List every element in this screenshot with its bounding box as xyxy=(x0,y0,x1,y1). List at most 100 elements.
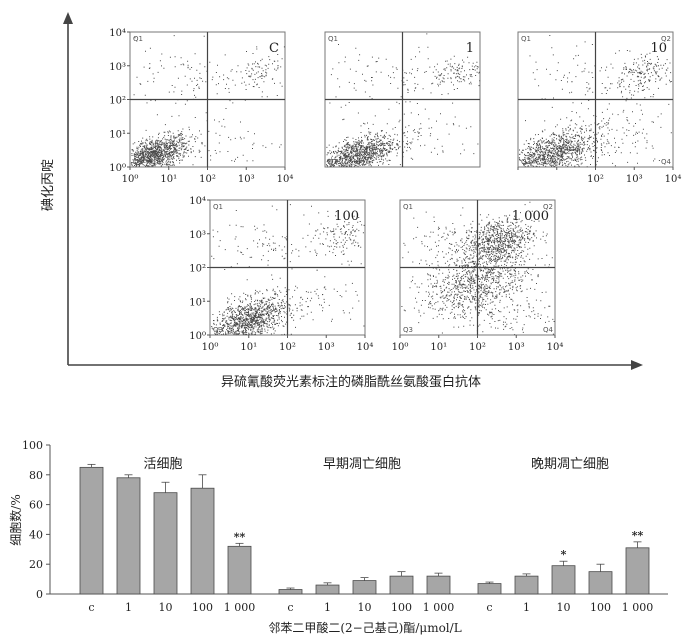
bar xyxy=(190,487,215,595)
quadrant-label: Q4 xyxy=(661,158,672,166)
flow-x-tick-label: 10⁴ xyxy=(665,174,682,185)
flow-x-tick-label: 10⁴ xyxy=(357,342,374,353)
flow-x-tick-label: 10⁰ xyxy=(122,174,139,185)
significance-marker: ** xyxy=(632,529,644,542)
flow-y-tick-label: 10⁴ xyxy=(189,196,206,207)
flow-y-axis-label: 碘化丙啶 xyxy=(41,159,56,211)
bar xyxy=(153,492,178,595)
quadrant-label: Q3 xyxy=(328,158,338,166)
quadrant-label: Q3 xyxy=(133,158,143,166)
flow-y-tick-label: 10⁰ xyxy=(109,163,126,174)
bar-y-tick-label: 0 xyxy=(36,588,43,601)
bar-category-label: 1 000 xyxy=(622,601,654,614)
flow-panel-5: Q1 Q2 Q3 Q4 1 000 10⁰ 10¹ 10² 10³ 10⁴ xyxy=(392,199,564,353)
flow-y-tick-label: 10⁴ xyxy=(109,28,126,39)
bar-group-label: 早期凋亡细胞 xyxy=(323,457,401,472)
flow-x-tick-label: 10⁴ xyxy=(277,174,294,185)
bar-category-label: 1 xyxy=(125,601,132,614)
flow-x-tick-label: 10² xyxy=(279,342,296,353)
flow-dots xyxy=(518,35,672,168)
quadrant-label: Q1 xyxy=(133,35,143,43)
flow-panel-label: C xyxy=(269,41,279,56)
flow-x-tick-label: 10³ xyxy=(238,174,255,185)
bar-category-label: 1 000 xyxy=(224,601,256,614)
bar-category-label: 1 000 xyxy=(423,601,455,614)
bar-category-label: c xyxy=(88,601,94,614)
bar xyxy=(352,580,377,595)
flow-panel-3: Q1 Q2 Q3 Q4 10 10² 10³ 10⁴ xyxy=(517,31,682,185)
flow-x-tick-label: 10⁰ xyxy=(202,342,219,353)
bar-chart: 细胞数/% 邻苯二甲酸二(2−己基己)酯/μmol/L 0 20 40 60 80 100… xyxy=(8,439,668,635)
bar-y-tick-label: 20 xyxy=(29,558,43,571)
flow-y-tick-label: 10¹ xyxy=(109,129,126,140)
flow-panel-label: 1 xyxy=(466,41,474,56)
flow-y-tick-label: 10² xyxy=(109,96,126,107)
bar-group-2: 早期凋亡细胞 c 1 10 100 1 000 xyxy=(278,457,455,614)
bar-category-label: 100 xyxy=(391,601,412,614)
flow-y-tick-label: 10² xyxy=(189,264,206,275)
bar-group-3: 晚期凋亡细胞 c 1 * 10 100 ** 1 000 xyxy=(477,457,654,614)
bar-category-label: 100 xyxy=(590,601,611,614)
flow-panel-label: 1 000 xyxy=(512,209,549,224)
flow-y-tick-label: 10³ xyxy=(109,62,126,73)
bar-x-axis-label: 邻苯二甲酸二(2−己基己)酯/μmol/L xyxy=(268,620,461,635)
bar-y-tick-label: 80 xyxy=(29,469,43,482)
flow-panel-label: 10 xyxy=(650,41,667,56)
quadrant-label: Q3 xyxy=(521,158,531,166)
bar xyxy=(278,589,303,595)
bar xyxy=(227,545,252,595)
bar xyxy=(426,575,451,595)
bar-group-label: 活细胞 xyxy=(143,457,182,472)
quadrant-label: Q3 xyxy=(213,326,223,334)
quadrant-label: Q2 xyxy=(661,35,671,43)
bar xyxy=(477,583,502,595)
bar xyxy=(551,565,576,595)
flow-cytometry-section: 碘化丙啶 异硫氰酸荧光素标注的磷脂酰丝氨酸蛋白抗体 Q1Q3C10⁰10⁰10¹… xyxy=(41,12,681,390)
flow-x-tick-label: 10² xyxy=(199,174,216,185)
flow-x-tick-label: 10⁰ xyxy=(392,342,409,353)
bar xyxy=(315,584,340,595)
quadrant-label: Q1 xyxy=(328,35,338,43)
bar-y-tick-label: 40 xyxy=(29,528,43,541)
flow-x-axis-label: 异硫氰酸荧光素标注的磷脂酰丝氨酸蛋白抗体 xyxy=(221,374,481,390)
flow-x-tick-label: 10² xyxy=(469,342,486,353)
flow-x-tick-label: 10¹ xyxy=(240,342,257,353)
flow-x-tick-label: 10¹ xyxy=(160,174,177,185)
flow-y-tick-label: 10¹ xyxy=(189,297,206,308)
bar-y-tick-label: 60 xyxy=(29,499,43,512)
bar-group-1: 活细胞 c 1 10 100 ** 1 000 xyxy=(79,457,256,614)
flow-x-tick-label: 10³ xyxy=(508,342,525,353)
flow-x-tick-label: 10¹ xyxy=(430,342,447,353)
bar-y-tick-label: 100 xyxy=(22,439,43,452)
quadrant-label: Q4 xyxy=(543,326,554,334)
significance-marker: ** xyxy=(234,530,246,543)
flow-panel-label: 100 xyxy=(334,209,359,224)
quadrant-label: Q3 xyxy=(403,326,413,334)
flow-y-tick-label: 10⁰ xyxy=(189,331,206,342)
bar xyxy=(79,466,104,595)
bar-category-label: c xyxy=(287,601,293,614)
flow-dot-cloud xyxy=(518,35,672,168)
flow-dot-cloud xyxy=(130,35,285,168)
bar-category-label: 100 xyxy=(192,601,213,614)
bar-category-label: c xyxy=(486,601,492,614)
flow-dots xyxy=(130,35,285,168)
flow-x-tick-label: 10² xyxy=(587,174,604,185)
quadrant-label: Q1 xyxy=(213,203,223,211)
flow-y-arrow-icon xyxy=(63,12,73,24)
flow-x-tick-label: 10⁴ xyxy=(547,342,564,353)
bar-category-label: 10 xyxy=(358,601,372,614)
bar-category-label: 1 xyxy=(324,601,331,614)
bar xyxy=(389,575,414,595)
flow-x-tick-label: 10³ xyxy=(626,174,643,185)
bar-category-label: 10 xyxy=(159,601,173,614)
flow-y-tick-label: 10³ xyxy=(189,230,206,241)
bar-category-label: 10 xyxy=(557,601,571,614)
bar-group-label: 晚期凋亡细胞 xyxy=(531,457,609,472)
bar xyxy=(588,571,613,595)
bar xyxy=(116,477,141,595)
flow-x-tick-label: 10³ xyxy=(318,342,335,353)
